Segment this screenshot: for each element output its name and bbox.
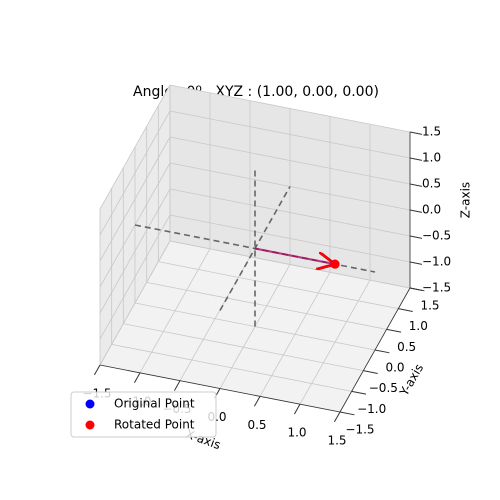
- z-tick-label: 0.5: [422, 177, 441, 191]
- tick-mark: [409, 157, 423, 161]
- tick-mark: [363, 370, 378, 374]
- legend-box: [70, 391, 217, 438]
- legend-label: Rotated Point: [114, 418, 195, 432]
- tick-mark: [339, 411, 355, 416]
- z-tick-label: 0.0: [422, 203, 441, 217]
- tick-mark: [293, 403, 301, 415]
- tick-mark: [409, 261, 423, 265]
- x-axis-line: [99, 364, 341, 413]
- grid-line: [169, 214, 411, 263]
- tick-mark: [409, 183, 423, 187]
- tick-mark: [409, 131, 423, 135]
- marks: [134, 170, 376, 327]
- z-tick-label: 1.0: [422, 151, 441, 165]
- tick-mark: [253, 396, 261, 407]
- grid-line: [169, 84, 411, 133]
- grid-line: [169, 136, 411, 185]
- tick-mark: [133, 372, 141, 383]
- grid-line: [99, 240, 171, 366]
- grid-line: [158, 261, 399, 310]
- y-tick-label: 0.0: [385, 361, 404, 375]
- point: [330, 259, 340, 269]
- legend-marker: [85, 399, 95, 409]
- grid-line: [99, 110, 171, 236]
- grid-line: [111, 343, 352, 392]
- x-tick-label: 1.5: [327, 434, 346, 448]
- grid-line: [169, 110, 411, 159]
- grid-line: [123, 323, 364, 372]
- grid-line: [169, 188, 411, 237]
- legend: Original Point Rotated Point: [70, 391, 217, 438]
- y-tick-label: −1.5: [345, 423, 374, 437]
- tick-mark: [333, 411, 341, 423]
- grid-line: [169, 240, 411, 289]
- y-tick-label: −1.0: [357, 402, 386, 416]
- z-axis-title: Z-axis: [459, 182, 473, 218]
- y-tick-label: −0.5: [369, 381, 398, 395]
- tick-mark: [409, 287, 423, 291]
- y-tick-label: 1.0: [409, 319, 428, 333]
- legend-marker: [85, 420, 95, 430]
- y-tick-label: 0.5: [397, 340, 416, 354]
- tick-mark: [386, 328, 402, 333]
- grid-line: [99, 84, 171, 210]
- y-tick-label: 1.5: [420, 299, 439, 313]
- tick-mark: [409, 209, 423, 213]
- grid-line: [99, 188, 171, 314]
- z-tick-label: 1.5: [422, 125, 441, 139]
- legend-label: Original Point: [114, 397, 195, 411]
- z-tick-label: −0.5: [422, 229, 451, 243]
- tick-mark: [351, 390, 367, 395]
- grid-line: [146, 281, 387, 330]
- grid-line: [99, 136, 171, 262]
- vector-arrow: [254, 247, 335, 265]
- x-tick-label: 1.0: [287, 426, 306, 440]
- x-tick-label: 0.5: [247, 418, 266, 432]
- y-axis-line: [339, 287, 411, 413]
- grid-line: [99, 214, 171, 340]
- z-tick-label: −1.5: [422, 281, 451, 295]
- z-tick-label: −1.0: [422, 255, 451, 269]
- tick-mark: [409, 235, 423, 239]
- tick-mark: [374, 349, 390, 354]
- tick-mark: [93, 364, 101, 376]
- tick-mark: [398, 308, 413, 312]
- tick-mark: [173, 380, 181, 391]
